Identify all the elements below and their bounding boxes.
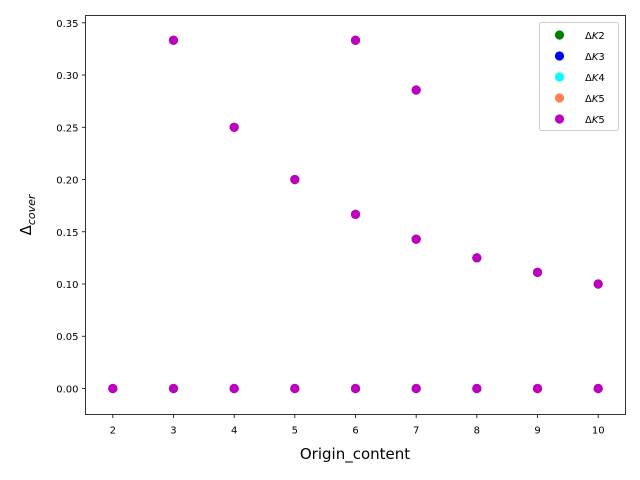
y-axis-title: Δcover bbox=[17, 193, 38, 235]
data-point bbox=[532, 383, 543, 394]
data-point bbox=[472, 383, 482, 394]
data-point bbox=[229, 122, 239, 132]
legend-label: ΔK3 bbox=[585, 52, 605, 63]
x-tick-label: 2 bbox=[110, 426, 116, 437]
y-tick-label: 0.25 bbox=[56, 123, 78, 134]
y-tick-label: 0.35 bbox=[56, 19, 78, 30]
data-point bbox=[350, 35, 361, 45]
data-points bbox=[108, 35, 603, 394]
data-point bbox=[472, 253, 482, 263]
y-tick-label: 0.10 bbox=[56, 280, 78, 291]
data-point bbox=[411, 383, 421, 394]
legend-marker bbox=[554, 72, 565, 82]
data-point bbox=[168, 35, 179, 45]
y-tick-label: 0.05 bbox=[56, 332, 78, 343]
data-point bbox=[108, 383, 118, 394]
data-point bbox=[532, 267, 543, 278]
y-tick-label: 0.15 bbox=[56, 228, 78, 239]
x-tick-label: 3 bbox=[170, 426, 176, 437]
x-tick-label: 4 bbox=[231, 426, 237, 437]
legend-label: ΔK5 bbox=[585, 115, 605, 126]
data-point bbox=[350, 209, 361, 219]
x-tick-label: 10 bbox=[592, 426, 605, 437]
data-point bbox=[593, 279, 603, 289]
x-tick-label: 8 bbox=[474, 426, 480, 437]
legend-label: ΔK4 bbox=[585, 73, 605, 84]
legend-label: ΔK5 bbox=[585, 94, 605, 105]
data-point bbox=[350, 383, 361, 394]
data-point bbox=[290, 383, 300, 394]
legend: ΔK2 ΔK3 ΔK4 ΔK5 ΔK5 bbox=[539, 22, 619, 131]
y-axis-title-subscript: cover bbox=[25, 193, 38, 225]
series-5-points bbox=[108, 35, 603, 394]
x-axis-title: Origin_content bbox=[300, 445, 410, 464]
x-tick-label: 7 bbox=[413, 426, 419, 437]
y-tick-label: 0.20 bbox=[56, 176, 78, 187]
x-tick-label: 6 bbox=[352, 426, 358, 437]
x-tick-label: 5 bbox=[292, 426, 298, 437]
data-point bbox=[168, 383, 179, 394]
data-point bbox=[411, 85, 421, 95]
legend-marker bbox=[554, 51, 565, 61]
data-point bbox=[290, 174, 300, 185]
legend-marker bbox=[554, 30, 565, 40]
y-tick-label: 0.30 bbox=[56, 71, 78, 82]
legend-label: ΔK2 bbox=[585, 31, 605, 42]
y-tick-label: 0.00 bbox=[56, 384, 78, 395]
data-point bbox=[229, 383, 239, 394]
legend-box bbox=[539, 22, 619, 131]
legend-marker bbox=[554, 114, 565, 124]
data-point bbox=[593, 383, 603, 394]
x-tick-label: 9 bbox=[534, 426, 540, 437]
y-axis-title-main: Δ bbox=[17, 224, 35, 235]
legend-marker bbox=[554, 93, 565, 103]
data-point bbox=[411, 234, 421, 244]
x-axis: 2 3 4 5 6 7 8 9 10 bbox=[110, 414, 605, 437]
y-axis: 0.00 0.05 0.10 0.15 0.20 0.25 0.30 0.35 bbox=[56, 19, 86, 395]
